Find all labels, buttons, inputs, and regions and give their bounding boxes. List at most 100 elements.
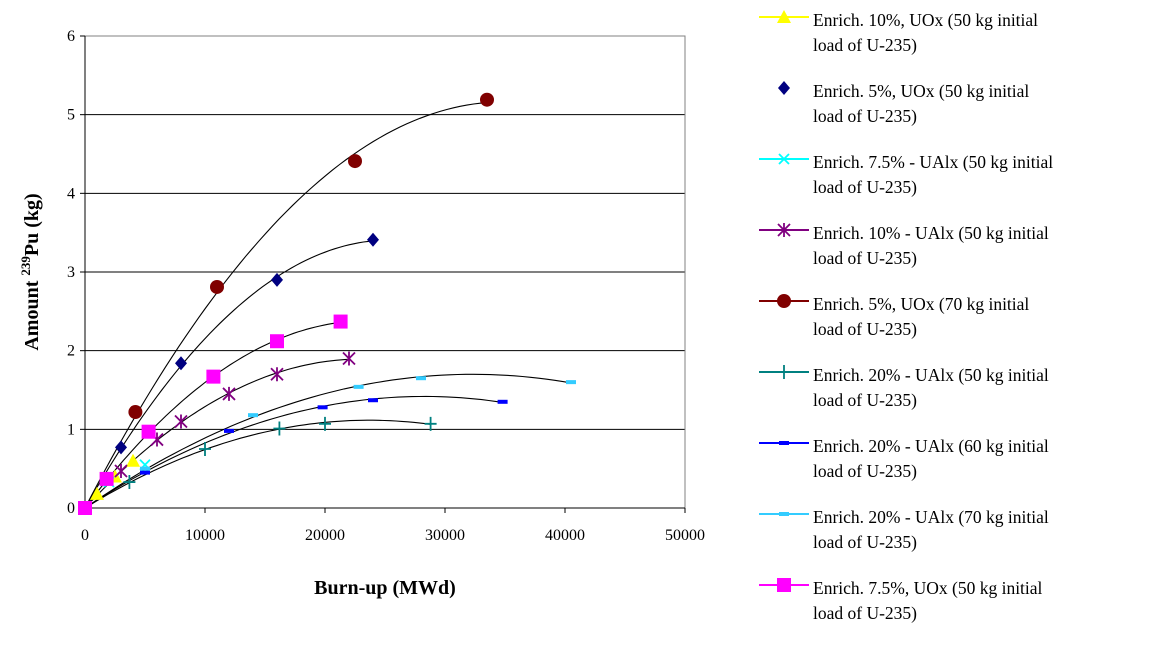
legend-label-line2: load of U-235) [813,35,918,55]
y-tick-label: 3 [67,264,75,281]
series-3 [78,351,356,515]
data-point [114,464,128,479]
data-point [480,92,494,107]
legend-item: Enrich. 10%, UOx (50 kg initial load of U… [757,6,1149,77]
data-point [348,154,362,169]
legend-symbol [759,294,809,308]
data-point [174,414,188,429]
legend-label-line1: Enrich. 10% - UAlx (50 kg initial [813,223,1049,243]
data-point [126,453,140,467]
x-axis-title: Burn-up (MWd) [314,577,456,599]
data-point [319,416,331,431]
data-point-shape [270,367,284,382]
series-4 [78,92,494,515]
data-point-shape [222,386,236,401]
x-tick-label: 50000 [665,527,705,544]
data-point [368,398,378,403]
legend-label: Enrich. 10%, UOx (50 kg initial load of U… [813,8,1143,58]
y-axis-title-suffix: Pu (kg) [21,193,43,256]
data-point-shape [566,380,576,385]
legend-label-line1: Enrich. 20% - UAlx (50 kg initial [813,365,1049,385]
legend-label: Enrich. 20% - UAlx (70 kg initial load of… [813,505,1143,555]
data-point-shape [126,453,140,467]
legend-marker [778,81,790,95]
data-point [497,399,508,404]
data-point-shape [175,356,187,371]
data-point-shape [317,405,328,410]
legend-symbol [778,81,790,95]
data-point-shape [342,351,356,366]
data-point-shape [248,413,258,418]
data-point [342,351,356,366]
y-tick-label: 6 [67,28,75,45]
data-point [128,405,143,420]
legend-label-line2: load of U-235) [813,106,918,126]
data-point-shape [333,314,348,329]
legend-marker [779,441,789,445]
y-tick-label: 0 [67,500,75,517]
data-point-shape [319,416,331,431]
legend-label-line2: load of U-235) [813,532,918,552]
data-point [210,279,224,294]
legend-marker [778,153,790,165]
legend-label-line2: load of U-235) [813,461,918,481]
data-point [416,376,426,381]
series-layer [78,92,576,515]
data-point-shape [480,92,494,107]
y-axis-title-sup: 239 [18,256,33,276]
legend-marker [777,10,791,23]
trend-5pct-50kg [84,240,374,509]
legend-item: Enrich. 10% - UAlx (50 kg initial load of… [757,219,1149,290]
data-point [224,428,234,433]
data-point-shape [199,442,211,456]
data-point-shape [271,272,283,287]
legend-label: Enrich. 5%, UOx (50 kg initial load of U-… [813,79,1143,129]
x-tick-label: 10000 [185,527,225,544]
trend-20pct-70kg [84,373,572,509]
data-point [141,424,156,439]
data-point-shape [348,154,362,169]
legend-label-line1: Enrich. 7.5%, UOx (50 kg initial [813,578,1043,598]
data-point [175,356,187,371]
trend-20pct-50kg [84,419,431,509]
data-point-shape [210,279,224,294]
legend-marker-shape [777,294,791,308]
data-point-shape [141,424,156,439]
legend: Enrich. 10%, UOx (50 kg initial load of U… [757,6,1149,645]
legend-marker [778,365,790,379]
legend-marker [779,512,789,516]
data-point [123,475,136,490]
data-point [90,486,104,500]
data-point [353,384,364,389]
legend-marker-shape [779,512,789,516]
legend-item: Enrich. 5%, UOx (50 kg initial load of U-… [757,77,1149,148]
legend-symbol [759,512,809,516]
y-axis-title-prefix: Amount [21,276,43,351]
legend-symbol [759,441,809,445]
legend-item: Enrich. 20% - UAlx (60 kg initial load of… [757,432,1149,503]
legend-symbol [759,365,809,379]
data-point-shape [140,466,150,471]
legend-label: Enrich. 10% - UAlx (50 kg initial load of… [813,221,1143,271]
data-point-shape [273,421,286,436]
y-tick-label: 5 [67,107,75,124]
legend-marker-shape [777,578,791,592]
axes: 0 1 2 3 4 5 6 0 10000 20000 30000 40000 50000 [67,28,705,544]
data-point [248,413,258,418]
legend-label-line2: load of U-235) [813,390,918,410]
legend-label: Enrich. 5%, UOx (70 kg initial load of U-… [813,292,1143,342]
data-point [99,471,114,486]
y-tick-label: 4 [67,185,75,202]
data-point-shape [497,399,508,404]
data-point-shape [174,414,188,429]
legend-label-line1: Enrich. 10%, UOx (50 kg initial [813,10,1039,30]
data-point-shape [367,232,379,247]
trend-5pct-70kg [84,101,488,509]
legend-item: Enrich. 20% - UAlx (50 kg initial load of… [757,361,1149,432]
legend-item: Enrich. 5%, UOx (70 kg initial load of U-… [757,290,1149,361]
data-point-shape [123,475,136,490]
data-point [78,501,92,515]
data-point-shape [78,501,92,515]
legend-marker-shape [778,153,790,165]
legend-label: Enrich. 20% - UAlx (60 kg initial load of… [813,434,1143,484]
